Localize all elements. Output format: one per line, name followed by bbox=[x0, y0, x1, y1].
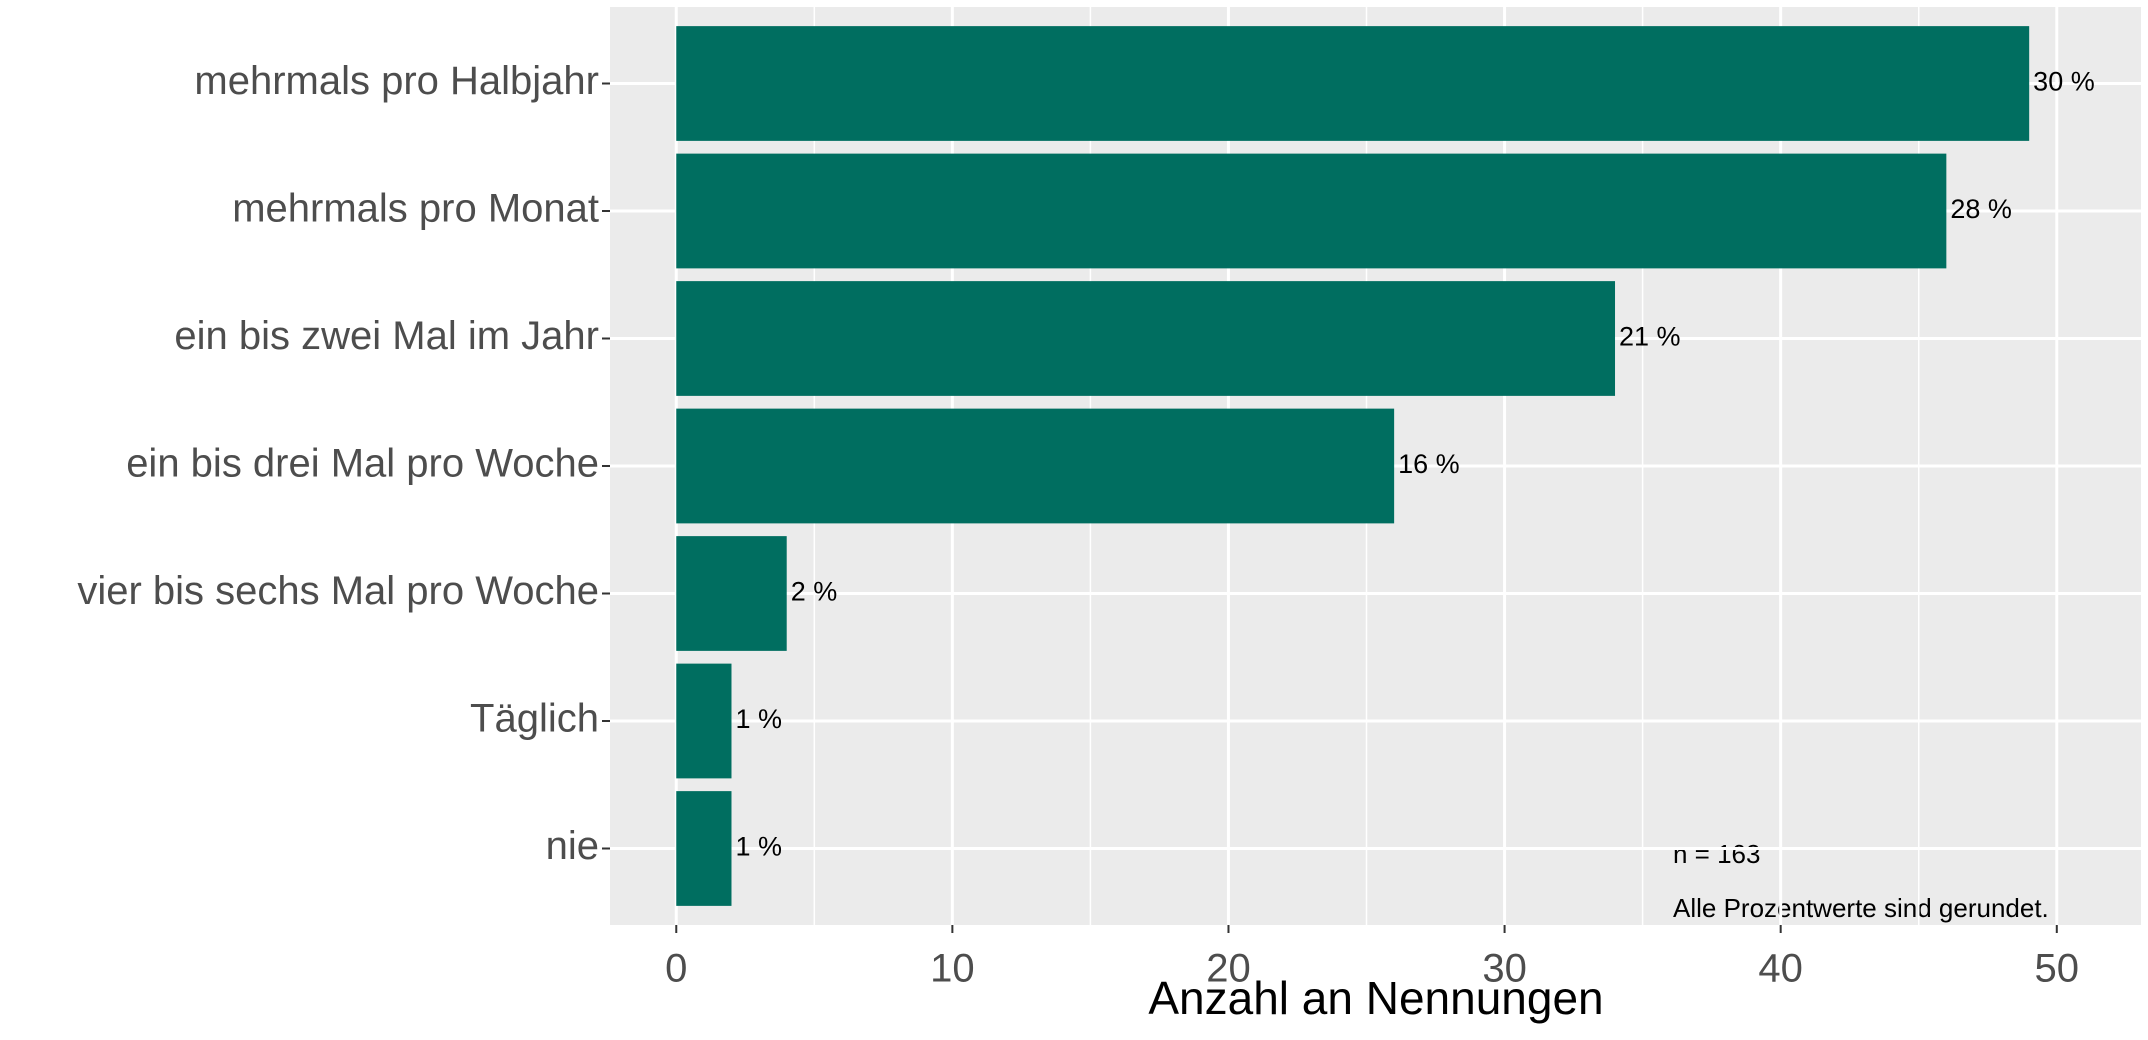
y-tick-label: mehrmals pro Halbjahr bbox=[194, 59, 599, 103]
y-tick-label: ein bis zwei Mal im Jahr bbox=[174, 314, 599, 358]
x-tick-label: 0 bbox=[665, 947, 687, 991]
annotation: n = 163 bbox=[1673, 839, 1760, 869]
bar bbox=[676, 663, 732, 779]
value-label: 2 % bbox=[791, 577, 838, 607]
x-tick-label: 50 bbox=[2035, 947, 2080, 991]
y-tick-label: nie bbox=[546, 824, 599, 868]
bar bbox=[676, 281, 1616, 396]
value-label: 16 % bbox=[1398, 449, 1460, 479]
annotation: Alle Prozentwerte sind gerundet. bbox=[1673, 893, 2049, 923]
value-label: 21 % bbox=[1619, 322, 1681, 352]
value-label: 1 % bbox=[735, 704, 782, 734]
x-tick-label: 40 bbox=[1758, 947, 1803, 991]
y-tick-label: vier bis sechs Mal pro Woche bbox=[77, 569, 599, 613]
value-label: 30 % bbox=[2033, 67, 2095, 97]
value-label: 1 % bbox=[735, 832, 782, 862]
x-axis-title: Anzahl an Nennungen bbox=[1148, 972, 1603, 1024]
bar bbox=[676, 536, 787, 651]
bar bbox=[676, 408, 1395, 524]
bar bbox=[676, 26, 2030, 141]
bar bbox=[676, 791, 732, 906]
x-tick-label: 20 bbox=[1206, 947, 1251, 991]
x-tick-label: 10 bbox=[930, 947, 975, 991]
x-tick-label: 30 bbox=[1482, 947, 1527, 991]
y-tick-label: Täglich bbox=[470, 697, 599, 741]
y-tick-label: ein bis drei Mal pro Woche bbox=[126, 442, 599, 486]
y-tick-label: mehrmals pro Monat bbox=[232, 187, 599, 231]
bar bbox=[676, 153, 1947, 269]
value-label: 28 % bbox=[1950, 194, 2012, 224]
